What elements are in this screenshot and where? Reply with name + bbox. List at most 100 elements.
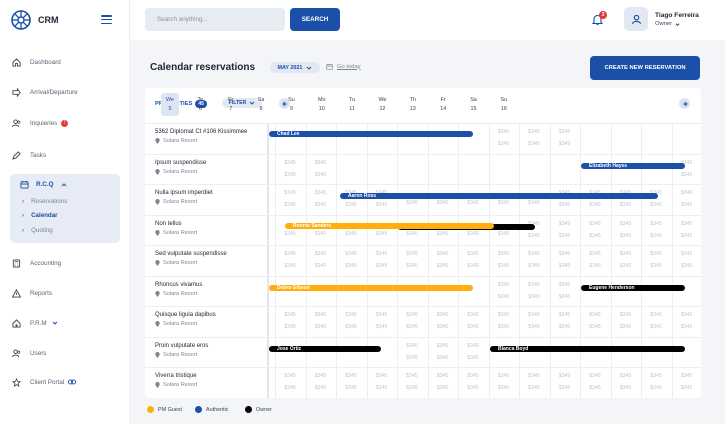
price-cell[interactable]: $345 [497, 129, 510, 135]
next-week-button[interactable] [679, 98, 690, 109]
reservation-bar[interactable]: Ronnie Sanders [285, 222, 494, 229]
price-cell[interactable]: $345 [345, 202, 357, 208]
price-cell[interactable]: $345 [436, 324, 449, 330]
price-cell[interactable]: $345 [619, 385, 632, 391]
price-cell[interactable]: $345 [467, 263, 479, 269]
price-cell[interactable]: $345 [284, 373, 296, 379]
price-cell[interactable]: $345 [497, 263, 510, 269]
price-cell[interactable]: $345 [619, 312, 632, 318]
day-column-5[interactable]: We 5 [161, 93, 179, 116]
price-cell[interactable]: $345 [680, 171, 693, 178]
price-cell[interactable]: $345 [680, 385, 693, 391]
price-cell[interactable]: $345 [528, 251, 540, 257]
price-cell[interactable]: $345 [314, 251, 327, 257]
price-cell[interactable]: $345 [528, 312, 540, 318]
sidebar-item-users[interactable]: Users [12, 347, 46, 359]
price-cell[interactable]: $345 [589, 220, 601, 227]
price-cell[interactable]: $345 [406, 324, 418, 330]
price-cell[interactable]: $345 [619, 202, 632, 208]
price-cell[interactable]: $345 [467, 251, 479, 257]
price-cell[interactable]: $345 [497, 312, 510, 318]
price-cell[interactable]: $345 [497, 200, 510, 206]
price-cell[interactable]: $345 [284, 230, 296, 237]
price-cell[interactable]: $345 [558, 293, 571, 300]
price-cell[interactable]: $345 [406, 354, 418, 361]
property-row[interactable]: Quisque ligula dapibus Solara Resort [145, 306, 269, 337]
price-cell[interactable]: $345 [284, 159, 296, 166]
price-cell[interactable]: $345 [436, 200, 449, 206]
price-cell[interactable]: $345 [558, 312, 571, 318]
price-cell[interactable]: $345 [406, 230, 418, 237]
price-cell[interactable]: $345 [680, 263, 693, 269]
sidebar-item-tasks[interactable]: Tasks [12, 149, 46, 161]
price-cell[interactable]: $345 [528, 129, 540, 135]
price-cell[interactable]: $345 [558, 385, 571, 391]
reservation-bar[interactable]: Debra Gibson [269, 285, 473, 291]
price-cell[interactable]: $345 [619, 263, 632, 269]
price-cell[interactable]: $345 [406, 200, 418, 206]
price-cell[interactable]: $345 [497, 385, 510, 391]
price-cell[interactable]: $345 [406, 251, 418, 257]
price-cell[interactable]: $345 [284, 251, 296, 257]
day-column-12[interactable]: We 12 [373, 93, 391, 116]
go-today-link[interactable]: Go today [326, 63, 361, 70]
day-column-7[interactable]: Fr 7 [222, 93, 240, 116]
price-cell[interactable]: $345 [436, 263, 449, 269]
sidebar-item-inquieries[interactable]: Inquieries ! [12, 117, 69, 129]
property-row[interactable]: Viverra tristique Solara Resort [145, 367, 269, 398]
price-cell[interactable]: $345 [680, 312, 693, 318]
price-cell[interactable]: $345 [680, 373, 693, 379]
price-cell[interactable]: $345 [497, 230, 510, 237]
price-cell[interactable]: $345 [314, 230, 327, 237]
price-cell[interactable]: $345 [314, 171, 327, 178]
price-cell[interactable]: $345 [467, 324, 479, 330]
sidebar-subitem-quoting[interactable]: › Quoting [22, 227, 53, 234]
price-cell[interactable]: $345 [650, 312, 662, 318]
price-cell[interactable]: $345 [406, 312, 418, 318]
price-cell[interactable]: $345 [406, 263, 418, 269]
price-cell[interactable]: $345 [436, 312, 449, 318]
price-cell[interactable]: $345 [650, 202, 662, 208]
price-cell[interactable]: $345 [497, 324, 510, 330]
property-row[interactable]: Rhoncus vivamus Solara Resort [145, 275, 269, 307]
price-cell[interactable]: $345 [558, 373, 571, 379]
price-cell[interactable]: $345 [528, 281, 540, 288]
property-row[interactable]: Sed vulputate suspendisse Solara Resort [145, 245, 269, 276]
logo[interactable]: CRM [10, 9, 59, 31]
month-selector[interactable]: MAY 2021 [270, 62, 320, 73]
day-column-6[interactable]: Te 6 [191, 93, 209, 116]
price-cell[interactable]: $345 [497, 281, 510, 288]
price-cell[interactable]: $345 [406, 373, 418, 379]
property-row[interactable]: Ipsum suspendisse Solara Resort [145, 153, 269, 185]
price-cell[interactable]: $345 [436, 251, 449, 257]
price-cell[interactable]: $345 [589, 232, 601, 239]
sidebar-item-rcq[interactable]: R.C.Q [20, 180, 67, 189]
price-cell[interactable]: $345 [650, 232, 662, 239]
price-cell[interactable]: $345 [528, 200, 540, 206]
price-cell[interactable]: $345 [314, 373, 327, 379]
price-cell[interactable]: $345 [497, 373, 510, 379]
price-cell[interactable]: $345 [345, 324, 357, 330]
price-cell[interactable]: $345 [345, 230, 357, 237]
price-cell[interactable]: $345 [436, 354, 449, 361]
price-cell[interactable]: $345 [345, 373, 357, 379]
price-cell[interactable]: $345 [284, 312, 296, 318]
price-cell[interactable]: $345 [528, 263, 540, 269]
price-cell[interactable]: $345 [680, 202, 693, 208]
price-cell[interactable]: $345 [528, 293, 540, 300]
price-cell[interactable]: $345 [467, 312, 479, 318]
price-cell[interactable]: $345 [406, 342, 418, 349]
price-cell[interactable]: $345 [528, 373, 540, 379]
price-cell[interactable]: $345 [284, 324, 296, 330]
price-cell[interactable]: $345 [345, 312, 357, 318]
property-row[interactable]: Non tellus Solara Resort [145, 214, 269, 246]
price-cell[interactable]: $345 [650, 324, 662, 330]
price-cell[interactable]: $345 [680, 232, 693, 239]
price-cell[interactable]: $345 [436, 342, 449, 349]
price-cell[interactable]: $345 [528, 232, 540, 239]
filter-button[interactable]: FILTER [222, 98, 262, 108]
day-column-11[interactable]: Tu 11 [343, 93, 361, 116]
price-cell[interactable]: $345 [558, 281, 571, 288]
price-cell[interactable]: $345 [589, 263, 601, 269]
avatar[interactable] [624, 7, 648, 31]
